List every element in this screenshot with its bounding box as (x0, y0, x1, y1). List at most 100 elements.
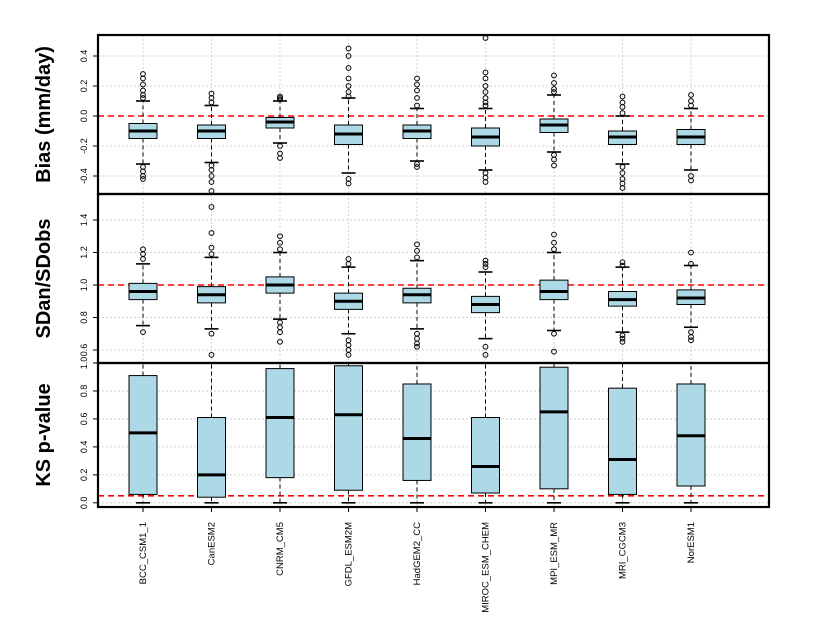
outlier-point (140, 81, 146, 88)
box-GFDL_ESM2M (334, 45, 363, 187)
outlier-point (208, 179, 215, 185)
outlier-point (551, 246, 557, 253)
outlier-point (688, 334, 694, 340)
y-tick-label: 0.2 (79, 469, 89, 482)
outlier-point (551, 162, 557, 169)
box-iqr (334, 365, 363, 491)
outlier-point (140, 329, 146, 336)
outlier-point (345, 89, 352, 95)
box-iqr (539, 366, 569, 490)
outlier-point (414, 340, 420, 347)
box-iqr (471, 417, 500, 494)
category-labels-group: BCC_CSM1_1 CanESM2 CNRM_CM5 GFDL_ESM2M HadGE… (138, 507, 697, 613)
outlier-point (551, 348, 557, 355)
x-tick-label: HadGEM2_CC (412, 522, 423, 585)
outlier-point (619, 93, 626, 100)
outlier-point (688, 177, 694, 184)
box-GFDL_ESM2M (334, 363, 363, 504)
x-tick-label: MIROC_ESM_CHEM (481, 522, 492, 613)
box-NorESM1 (676, 363, 706, 504)
outlier-point (551, 80, 557, 86)
outlier-point (551, 89, 557, 95)
outlier-point (688, 98, 694, 104)
y-axis-label: KS p-value (33, 383, 55, 486)
outlier-point (482, 95, 489, 101)
outlier-point (140, 71, 146, 77)
outlier-point (619, 262, 626, 269)
outlier-point (414, 95, 420, 101)
outlier-point (208, 351, 215, 358)
outlier-point (345, 53, 352, 59)
panel-frame (96, 33, 771, 196)
box-CNRM_CM5 (265, 233, 295, 345)
outlier-point (414, 102, 420, 109)
grid-lines (98, 194, 769, 363)
boxes-group (128, 35, 706, 194)
outlier-point (345, 180, 352, 187)
box-HadGEM2_CC (402, 75, 432, 170)
outlier-point (551, 156, 557, 163)
outlier-point (345, 45, 352, 52)
outlier-point (414, 254, 420, 261)
panel-frame (96, 192, 771, 365)
outlier-point (140, 95, 146, 101)
outlier-point (482, 257, 489, 264)
outlier-point (414, 247, 420, 254)
box-MRI_CGCM3 (608, 363, 637, 504)
outlier-point (345, 256, 352, 262)
box-iqr (608, 387, 637, 495)
box-MIROC_ESM_CHEM (471, 363, 500, 504)
box-iqr (197, 417, 226, 498)
outlier-point (619, 332, 626, 339)
box-MRI_CGCM3 (608, 93, 637, 191)
y-tick-label: -0.4 (79, 168, 89, 184)
x-tick-label: CanESM2 (207, 522, 218, 565)
x-tick-label: BCC_CSM1_1 (138, 522, 149, 584)
outlier-point (551, 231, 557, 238)
box-iqr (265, 368, 295, 479)
outlier-point (345, 83, 352, 89)
outlier-point (482, 343, 489, 350)
outlier-point (345, 351, 352, 358)
outlier-point (208, 330, 215, 337)
outlier-point (414, 75, 420, 82)
boxes-group (128, 204, 706, 358)
panel-2: 0.6 0.8 1.0 1.2 1.4 SDan/SDobs (33, 192, 771, 365)
outlier-point (140, 246, 146, 253)
outlier-point (208, 251, 215, 258)
outlier-point (208, 244, 215, 251)
outlier-point (619, 110, 626, 116)
panels-group: -0.4 -0.2 0.0 0.2 0.4 Bias (mm/day) 0.6 0.8 1.0 1… (33, 33, 771, 509)
outlier-point (619, 259, 626, 266)
outlier-point (414, 241, 420, 248)
outlier-point (140, 176, 146, 182)
x-tick-label: MPI_ESM_MR (549, 522, 560, 585)
outlier-point (208, 230, 215, 236)
outlier-point (482, 75, 489, 82)
box-CanESM2 (197, 363, 226, 504)
x-tick-label: GFDL_ESM2M (344, 522, 355, 586)
outlier-point (277, 93, 283, 100)
y-tick-label: 1.2 (79, 246, 89, 259)
box-HadGEM2_CC (402, 363, 432, 504)
x-tick-label: CNRM_CM5 (275, 522, 286, 576)
y-axis-label: SDan/SDobs (33, 218, 55, 338)
box-BCC_CSM1_1 (128, 71, 158, 182)
outlier-point (414, 161, 420, 167)
y-tick-label: 0.2 (79, 80, 89, 93)
box-CanESM2 (197, 90, 226, 194)
box-MIROC_ESM_CHEM (471, 35, 500, 185)
outlier-point (551, 72, 557, 79)
outlier-point (619, 99, 626, 106)
box-CNRM_CM5 (265, 363, 295, 504)
box-MPI_ESM_MR (539, 363, 569, 504)
outlier-point (688, 260, 694, 267)
y-tick-label: -0.2 (79, 138, 89, 154)
outlier-point (208, 90, 215, 97)
outlier-point (619, 164, 626, 170)
box-GFDL_ESM2M (334, 256, 363, 358)
x-tick-label: MRI_CGCM3 (618, 522, 629, 579)
box-iqr (402, 383, 432, 481)
outlier-point (277, 338, 283, 345)
outlier-point (551, 330, 557, 337)
